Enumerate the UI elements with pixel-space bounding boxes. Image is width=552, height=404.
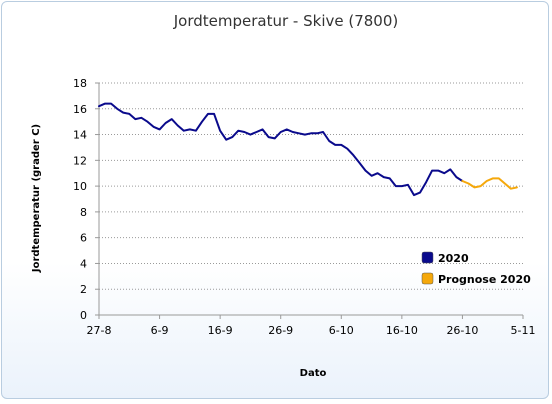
legend-label: Prognose 2020: [438, 273, 531, 286]
series-layer: [98, 102, 518, 197]
y-tick-label: 14: [73, 129, 87, 142]
x-tick-label: 26-10: [446, 324, 478, 337]
legend: 2020 Prognose 2020: [421, 251, 531, 286]
y-tick-label: 6: [80, 232, 87, 245]
x-tick-label: 26-9: [268, 324, 293, 337]
y-axis-title: Jordtemperatur (grader C): [31, 124, 42, 273]
y-tick-label: 12: [73, 154, 87, 167]
x-axis-title: Dato: [300, 368, 327, 379]
x-tick-label: 5-11: [511, 324, 536, 337]
legend-label: 2020: [438, 252, 469, 265]
axis-layer: 0 2 4 6 8 10 12 14 16 18 27-8 6-9 16-9 26-9 6-10 16-10 2…: [73, 77, 535, 337]
series-line-prognose-2020: [461, 177, 518, 190]
y-tick-label: 8: [80, 206, 87, 219]
y-tick-label: 4: [80, 257, 87, 270]
x-tick-label: 6-10: [329, 324, 354, 337]
series-line-2020: [98, 102, 464, 197]
x-tick-label: 6-9: [151, 324, 169, 337]
chart-frame: Jordtemperatur - Skive (7800) Dato Jordt…: [1, 1, 549, 399]
y-tick-label: 0: [80, 309, 87, 322]
x-tick-label: 27-8: [87, 324, 112, 337]
y-tick-label: 10: [73, 180, 87, 193]
y-tick-label: 18: [73, 77, 87, 90]
x-tick-label: 16-10: [386, 324, 418, 337]
y-tick-label: 2: [80, 283, 87, 296]
legend-swatch: [421, 272, 434, 285]
y-tick-label: 16: [73, 103, 87, 116]
legend-swatch: [421, 251, 434, 264]
x-tick-label: 16-9: [208, 324, 233, 337]
chart-title: Jordtemperatur - Skive (7800): [173, 12, 399, 30]
